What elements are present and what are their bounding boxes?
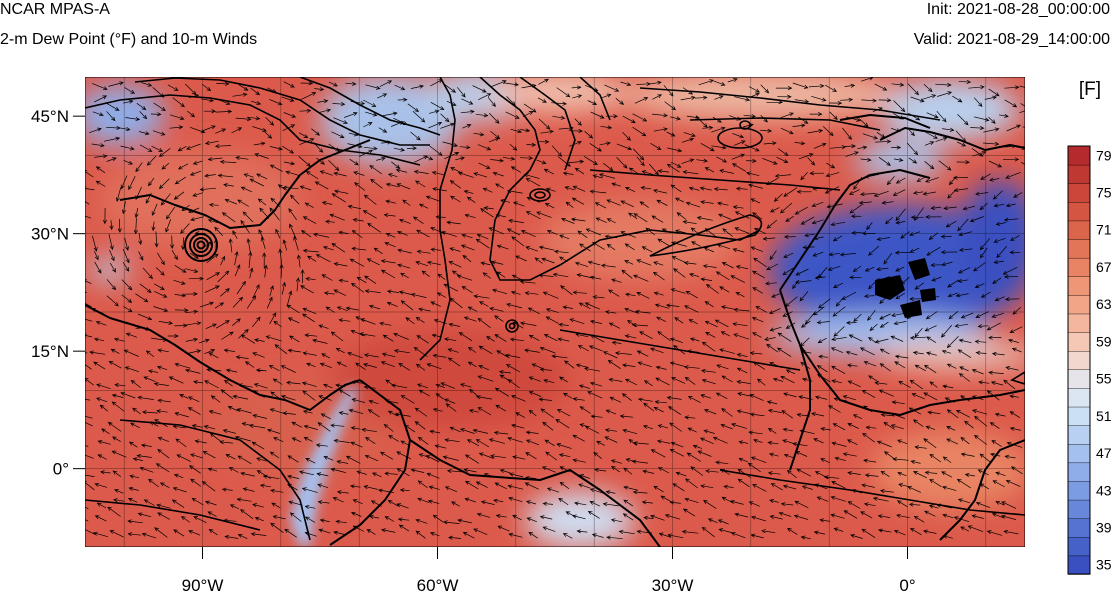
colorbar-bin (1067, 480, 1091, 501)
colorbar-frame (1067, 145, 1091, 575)
wind-arrow-field (85, 77, 1025, 540)
colorbar-bin (1067, 387, 1091, 408)
colorbar-bin (1067, 201, 1091, 222)
colorbar-bin (1067, 462, 1091, 482)
colorbar-bin (1067, 536, 1091, 557)
lon-tick-label: 0° (899, 576, 915, 595)
model-title: NCAR MPAS-A (0, 1, 110, 18)
field-subtitle: 2-m Dew Point (°F) and 10-m Winds (0, 31, 258, 48)
init-time: Init: 2021-08-28_00:00:00 (926, 1, 1110, 18)
colorbar-label: 43 (1096, 482, 1112, 498)
sahara-dry-patches (875, 258, 936, 318)
colorbar-bin (1067, 331, 1091, 352)
lon-tick-label: 60°W (417, 576, 459, 595)
lat-tick-label: 0° (53, 460, 69, 479)
colorbar-bin (1067, 145, 1091, 166)
colorbar-bin (1067, 406, 1091, 426)
colorbar: 79 75 71 67 63 59 55 51 47 43 39 35 (1067, 145, 1112, 575)
colorbar-label: 39 (1096, 519, 1112, 535)
colorbar-bin (1067, 294, 1091, 315)
colorbar-bin (1067, 220, 1091, 240)
colorbar-bin (1067, 276, 1091, 296)
latitude-axis: 45°N 30°N 15°N 0° (31, 107, 85, 479)
colorbar-label: 75 (1096, 185, 1112, 201)
map-panel (85, 77, 1025, 547)
colorbar-label: 63 (1096, 296, 1112, 312)
colorbar-bin (1067, 257, 1091, 277)
colorbar-bin (1067, 424, 1091, 445)
hurricane-ida-contours (184, 228, 218, 262)
colorbar-unit: [F] (1079, 79, 1101, 100)
colorbar-bin (1067, 369, 1091, 389)
colorbar-bin (1067, 517, 1091, 538)
colorbar-label: 35 (1096, 557, 1112, 573)
colorbar-bin (1067, 443, 1091, 464)
colorbar-label: 59 (1096, 333, 1112, 349)
colorbar-label: 67 (1096, 259, 1112, 275)
colorbar-label: 47 (1096, 445, 1112, 461)
lat-tick-label: 30°N (31, 225, 69, 244)
colorbar-bin (1067, 183, 1091, 203)
lon-tick-label: 90°W (182, 576, 224, 595)
colorbar-bin (1067, 555, 1091, 575)
coastlines (85, 114, 1025, 547)
colorbar-label: 51 (1096, 408, 1112, 424)
colorbar-bin (1067, 238, 1091, 259)
longitude-axis: 90°W 60°W 30°W 0° (182, 547, 916, 595)
colorbar-label: 79 (1096, 147, 1112, 163)
colorbar-bin (1067, 499, 1091, 519)
colorbar-label: 71 (1096, 222, 1112, 238)
colorbar-bin (1067, 313, 1091, 333)
valid-time: Valid: 2021-08-29_14:00:00 (913, 31, 1110, 48)
wind-vectors (85, 77, 1025, 540)
colorbar-bin (1067, 350, 1091, 371)
colorbar-bin (1067, 164, 1091, 184)
lon-tick-label: 30°W (652, 576, 694, 595)
colorbar-label: 55 (1096, 371, 1112, 387)
lat-tick-label: 45°N (31, 107, 69, 126)
lat-tick-label: 15°N (31, 342, 69, 361)
